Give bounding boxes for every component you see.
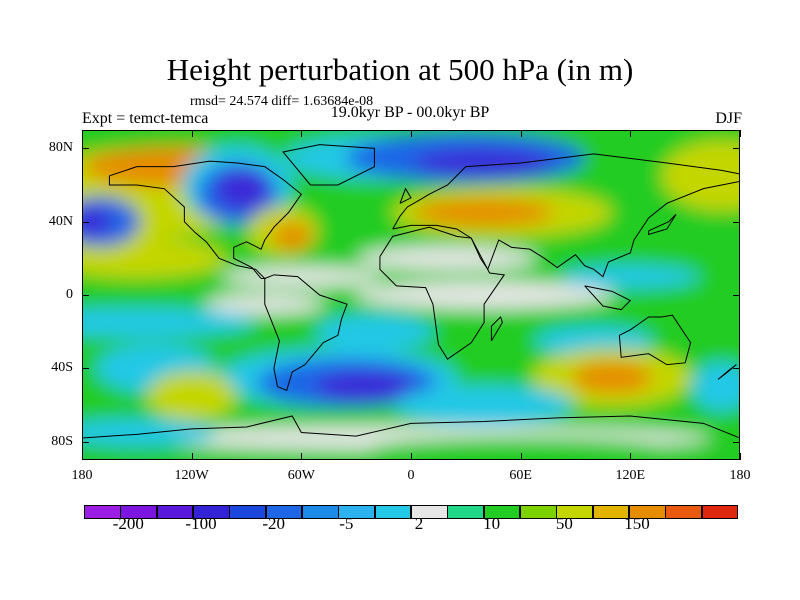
colorbar-swatch [374, 505, 412, 519]
colorbar-label: -20 [262, 514, 285, 533]
colorbar-label: -200 [112, 514, 144, 533]
lon-tick-mark [630, 453, 632, 460]
lat-tick-label: 80S [51, 433, 73, 449]
lon-tick-label: 60E [509, 468, 532, 483]
coastline [379, 226, 506, 360]
colorbar-label: 2 [414, 514, 424, 533]
colorbar-label: 150 [624, 514, 650, 533]
lon-tick-mark [630, 130, 632, 137]
lat-tick-mark [733, 221, 740, 223]
map-frame [82, 130, 740, 460]
lon-tick-mark [411, 130, 412, 137]
lon-tick-mark [301, 453, 303, 460]
lon-tick-mark [520, 130, 522, 137]
coastlines [82, 144, 740, 439]
lon-tick-mark [520, 453, 522, 460]
lon-tick-label: 180 [729, 468, 751, 483]
lat-tick-label: 40S [51, 360, 73, 376]
lon-tick-mark [740, 453, 741, 460]
lon-tick-label: 180 [71, 468, 93, 483]
lat-tick-mark [733, 148, 740, 150]
lon-tick-mark [82, 453, 83, 460]
lon-tick-mark [82, 130, 83, 137]
lat-tick-label: 40N [48, 213, 73, 229]
coastline [108, 160, 303, 279]
coastline [399, 187, 412, 204]
lon-tick-mark [740, 130, 741, 137]
coastline [82, 415, 740, 439]
colorbar-swatch [483, 505, 521, 519]
lon-tick-label: 120W [174, 468, 209, 483]
colorbar-swatch [592, 505, 630, 519]
coastline [264, 274, 348, 392]
colorbar-swatch [520, 505, 557, 519]
colorbar-swatch [447, 505, 485, 519]
colorbar-label: 10 [483, 514, 501, 533]
lat-tick-mark [82, 295, 89, 296]
lat-tick-label: 80N [48, 140, 73, 156]
coastline [282, 144, 375, 186]
lon-tick-label: 120E [615, 468, 646, 483]
coastline [490, 316, 503, 342]
colorbar-swatch [265, 505, 303, 519]
colorbar-swatch [302, 505, 339, 519]
lat-tick-mark [733, 441, 740, 443]
lon-tick-mark [191, 130, 193, 137]
period-label: 19.0kyr BP - 00.0kyr BP [330, 104, 490, 121]
stats-subtitle: rmsd= 24.574 diff= 1.63684e-08 [190, 94, 374, 109]
lon-tick-label: 60W [287, 468, 315, 483]
colorbar-swatch [701, 505, 739, 519]
plot-title: Height perturbation at 500 hPa (in m) [166, 52, 634, 87]
lon-tick-mark [191, 453, 193, 460]
colorbar-swatch [156, 505, 194, 519]
lat-tick-label: 0 [66, 287, 73, 302]
season-label: DJF [715, 110, 742, 127]
lat-tick-mark [82, 441, 89, 443]
colorbar-label: -100 [185, 514, 217, 533]
coastline [717, 364, 737, 380]
colorbar-swatch [229, 505, 267, 519]
lat-tick-mark [82, 368, 89, 370]
colorbar-swatch [665, 505, 703, 519]
colorbar-label: -5 [339, 514, 354, 533]
height-perturbation-map [82, 130, 740, 460]
lon-tick-label: 0 [407, 468, 415, 483]
experiment-label: Expt = temct-temca [82, 110, 209, 127]
lat-tick-mark [733, 368, 740, 370]
lat-tick-mark [82, 148, 89, 150]
coastline [648, 213, 677, 236]
lat-tick-mark [82, 221, 89, 223]
lon-tick-mark [301, 130, 303, 137]
coastline [618, 314, 692, 366]
lon-tick-mark [411, 453, 412, 460]
colorbar-label: 50 [555, 514, 573, 533]
coastline [584, 285, 632, 311]
lat-tick-mark [733, 295, 740, 296]
